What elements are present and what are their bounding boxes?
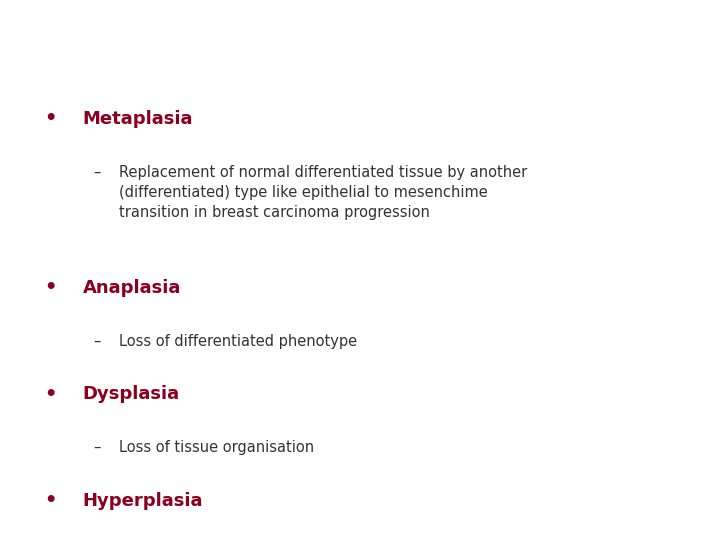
Text: Replacement of normal differentiated tissue by another
(differentiated) type lik: Replacement of normal differentiated tis… <box>119 165 527 220</box>
Text: Hyperplasia: Hyperplasia <box>83 491 203 510</box>
Text: –: – <box>94 165 101 180</box>
Text: Anaplasia: Anaplasia <box>83 279 181 297</box>
Text: Loss of tissue organisation: Loss of tissue organisation <box>119 440 314 455</box>
Text: Dysplasia: Dysplasia <box>83 385 180 403</box>
Text: •: • <box>44 109 57 129</box>
Text: •: • <box>44 491 57 510</box>
Text: •: • <box>44 384 57 404</box>
Text: •: • <box>44 278 57 298</box>
Text: Metaplasia: Metaplasia <box>83 110 193 128</box>
Text: –: – <box>94 440 101 455</box>
Text: Loss of differentiated phenotype: Loss of differentiated phenotype <box>119 334 357 349</box>
Text: –: – <box>94 334 101 349</box>
